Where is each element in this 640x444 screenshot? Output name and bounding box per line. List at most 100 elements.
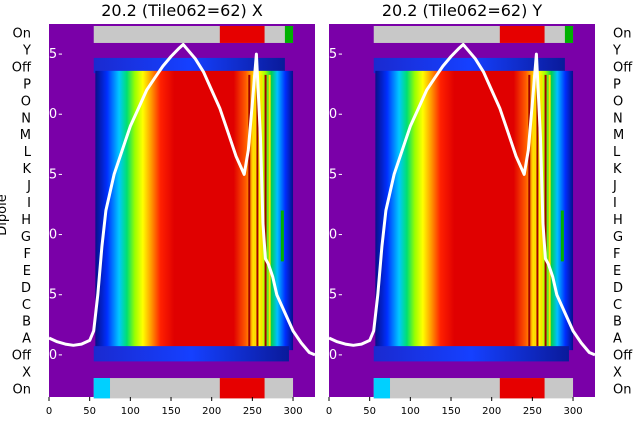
row-label: H: [21, 213, 31, 228]
row-label: On: [613, 383, 631, 398]
row-label: O: [613, 94, 623, 109]
row-label: Off: [12, 349, 32, 364]
row-label: F: [24, 247, 31, 262]
x-tick-label: 200: [482, 406, 501, 417]
x-tick-label: 0: [46, 406, 52, 417]
row-label: J: [26, 179, 31, 194]
off-row-bottom-band: [373, 346, 569, 362]
row-label: N: [613, 111, 623, 126]
row-label: E: [613, 264, 621, 279]
off-row-top-band: [373, 57, 565, 74]
row-label: On: [613, 26, 631, 41]
off-row-bottom-band: [93, 346, 289, 362]
y-axis-label: Dipole: [0, 194, 10, 235]
on-row-top-green: [564, 26, 574, 43]
row-label: D: [613, 281, 623, 296]
row-label: J: [612, 179, 617, 194]
overlay-y-tick-label: 20: [41, 107, 58, 122]
overlay-line: [48, 43, 316, 357]
stripe-mark: [548, 74, 551, 347]
row-label: D: [21, 281, 31, 296]
x-tick-label: 200: [202, 406, 221, 417]
chart-title: 20.2 (Tile062=62) X: [101, 1, 263, 20]
x-tick-label: 250: [523, 406, 542, 417]
overlay-y-tick-label: 0: [49, 348, 57, 363]
stripe-mark: [544, 74, 547, 347]
row-label: A: [613, 332, 622, 347]
x-tick-label: 0: [326, 406, 332, 417]
on-row-bottom-cyan: [373, 378, 391, 399]
row-label: H: [613, 213, 623, 228]
overlay-y-tick-label: 15: [321, 167, 338, 182]
row-label: K: [22, 162, 31, 177]
row-label: F: [613, 247, 620, 262]
x-tick-label: 150: [441, 406, 460, 417]
row-label: I: [613, 196, 617, 211]
stripe-mark: [536, 74, 539, 347]
overlay-y-tick-label: 15: [41, 167, 58, 182]
row-label: G: [613, 230, 623, 245]
row-label: O: [21, 94, 31, 109]
on-row-bottom-cyan: [93, 378, 111, 399]
row-label: B: [22, 315, 31, 330]
row-label: A: [22, 332, 31, 347]
row-label: Off: [613, 60, 633, 75]
x-tick-label: 150: [161, 406, 180, 417]
stripe-mark: [256, 74, 259, 347]
stripe-mark: [268, 74, 271, 347]
row-label: C: [613, 298, 622, 313]
off-row-top-band: [93, 57, 285, 74]
overlay-y-tick-label: 25: [321, 47, 338, 62]
overlay-y-tick-label: 10: [321, 228, 338, 243]
on-row-top-red: [219, 26, 265, 43]
overlay-line: [328, 43, 596, 357]
overlay-y-tick-label: 20: [321, 107, 338, 122]
stripe-mark: [528, 74, 531, 347]
x-tick-label: 50: [83, 406, 96, 417]
row-label: Y: [22, 43, 31, 58]
stripe-mark: [532, 74, 535, 347]
chart-title: 20.2 (Tile062=62) Y: [382, 1, 543, 20]
x-tick-label: 300: [563, 406, 582, 417]
row-label: L: [613, 145, 621, 160]
overlay-y-tick-label: 25: [41, 47, 58, 62]
row-label: P: [23, 77, 31, 92]
x-tick-label: 50: [363, 406, 376, 417]
on-row-top-red: [499, 26, 545, 43]
x-tick-label: 100: [121, 406, 140, 417]
row-label: On: [13, 383, 31, 398]
row-label: N: [21, 111, 31, 126]
row-label: X: [613, 366, 622, 381]
overlay-y-tick-label: 5: [49, 288, 57, 303]
stripe-mark: [248, 74, 251, 347]
row-label: Off: [613, 349, 633, 364]
x-tick-label: 100: [401, 406, 420, 417]
stripe-mark: [252, 74, 255, 347]
row-label: P: [613, 77, 621, 92]
row-label: M: [613, 128, 624, 143]
row-label: Y: [612, 43, 621, 58]
stripe-mark: [264, 74, 267, 347]
row-label: L: [24, 145, 32, 160]
row-label: X: [22, 366, 31, 381]
x-tick-label: 300: [283, 406, 302, 417]
row-label: E: [23, 264, 31, 279]
overlay-y-tick-label: 5: [329, 288, 337, 303]
row-label: B: [613, 315, 622, 330]
row-label: M: [20, 128, 31, 143]
row-label: K: [613, 162, 622, 177]
x-tick-label: 250: [243, 406, 262, 417]
row-label: C: [22, 298, 31, 313]
row-label: Off: [12, 60, 32, 75]
row-label: I: [27, 196, 31, 211]
on-row-top-green: [284, 26, 294, 43]
on-row-bottom-red: [499, 378, 545, 399]
green-marker: [560, 210, 564, 262]
overlay-y-tick-label: 0: [329, 348, 337, 363]
overlay-y-tick-label: 10: [41, 228, 58, 243]
row-label: On: [13, 26, 31, 41]
